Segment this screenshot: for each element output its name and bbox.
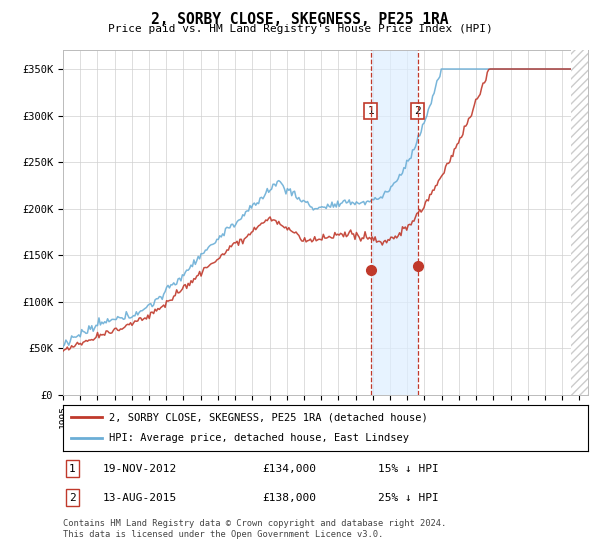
Text: Contains HM Land Registry data © Crown copyright and database right 2024.
This d: Contains HM Land Registry data © Crown c…: [63, 519, 446, 539]
Text: 2: 2: [415, 106, 421, 116]
Text: 19-NOV-2012: 19-NOV-2012: [103, 464, 176, 474]
Text: £134,000: £134,000: [263, 464, 317, 474]
Text: 2, SORBY CLOSE, SKEGNESS, PE25 1RA (detached house): 2, SORBY CLOSE, SKEGNESS, PE25 1RA (deta…: [109, 412, 428, 422]
Text: HPI: Average price, detached house, East Lindsey: HPI: Average price, detached house, East…: [109, 433, 409, 444]
Text: £138,000: £138,000: [263, 493, 317, 503]
Text: 13-AUG-2015: 13-AUG-2015: [103, 493, 176, 503]
Text: 2: 2: [69, 493, 76, 503]
Text: 25% ↓ HPI: 25% ↓ HPI: [378, 493, 439, 503]
Text: 15% ↓ HPI: 15% ↓ HPI: [378, 464, 439, 474]
Text: 1: 1: [367, 106, 374, 116]
Bar: [371, 50, 418, 395]
Text: 1: 1: [69, 464, 76, 474]
Text: Price paid vs. HM Land Registry's House Price Index (HPI): Price paid vs. HM Land Registry's House …: [107, 24, 493, 34]
Text: 2, SORBY CLOSE, SKEGNESS, PE25 1RA: 2, SORBY CLOSE, SKEGNESS, PE25 1RA: [151, 12, 449, 27]
